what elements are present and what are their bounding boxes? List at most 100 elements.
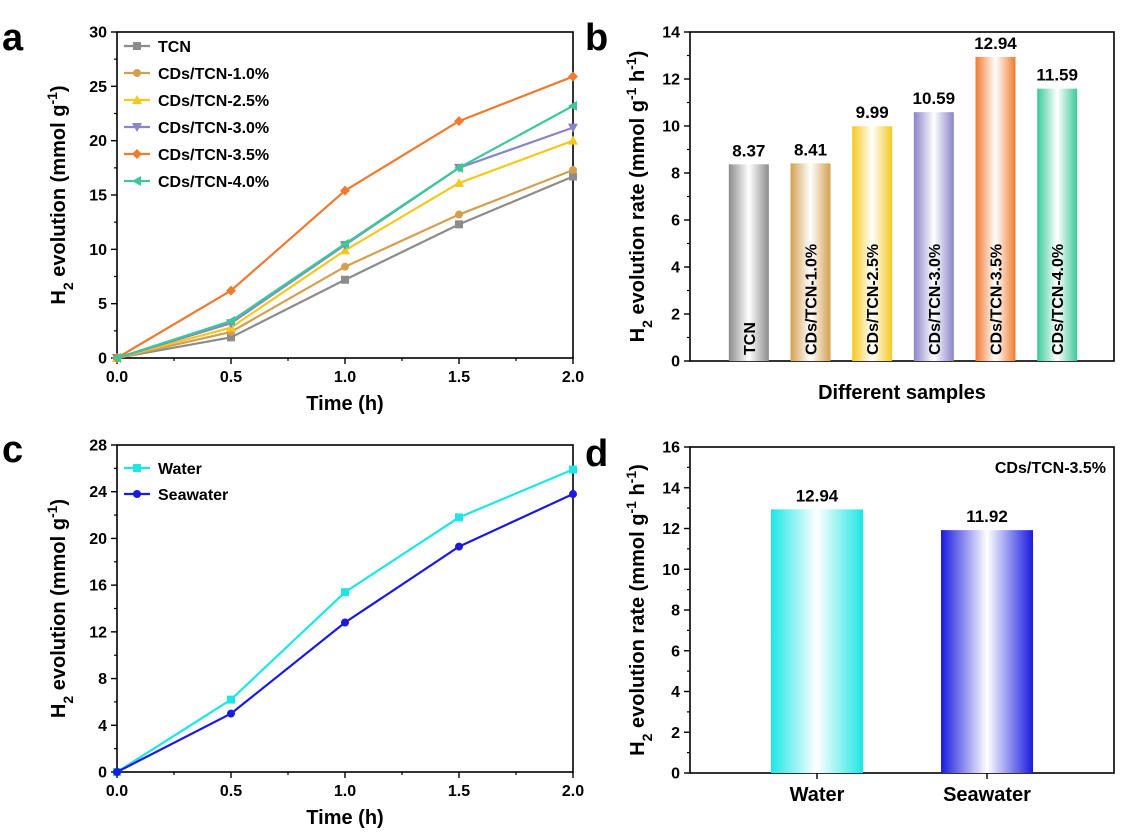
bar-category-label: TCN — [742, 322, 759, 355]
y-tick-label: 12 — [89, 624, 107, 641]
bar-category-label: CDs/TCN-3.0% — [927, 244, 944, 355]
y-tick-label: 4 — [671, 260, 680, 277]
data-point — [341, 588, 349, 597]
panel-letter-c: c — [2, 429, 23, 471]
legend-label: CDs/TCN-1.0% — [158, 66, 269, 83]
bar — [941, 530, 1033, 773]
bar-value-label: 11.92 — [966, 507, 1008, 526]
y-tick-label: 14 — [662, 480, 680, 497]
bar — [728, 164, 769, 361]
y-axis-title: H2 evolution (mmol g-1) — [44, 499, 76, 718]
y-tick-label: 2 — [671, 307, 680, 324]
y-tick-label: 10 — [89, 242, 107, 259]
plot-frame — [689, 446, 1115, 774]
y-tick-label: 12 — [662, 72, 680, 89]
data-point — [341, 275, 349, 284]
data-point — [113, 768, 121, 776]
legend-label: CDs/TCN-2.5% — [158, 93, 269, 110]
plot-frame — [689, 31, 1115, 362]
y-tick-label: 4 — [671, 684, 680, 701]
x-axis-title: Different samples — [818, 382, 986, 404]
y-tick-label: 16 — [662, 440, 680, 457]
x-tick-label: 2.0 — [562, 783, 584, 800]
chart-panel-a: 0 5 10 15 20 25 30 0.0 0.5 1.0 1.5 2.0 TCN CDs/TCN-1.… — [44, 25, 584, 416]
bar-value-label: 10.59 — [913, 89, 956, 108]
data-point — [455, 542, 463, 551]
legend-label: CDs/TCN-3.5% — [158, 147, 269, 164]
y-tick-label: 5 — [98, 296, 107, 313]
y-tick-label: 6 — [671, 643, 680, 660]
x-tick-label: 0.0 — [106, 783, 128, 800]
x-axis-title: Time (h) — [306, 807, 383, 829]
bar-value-label: 8.41 — [794, 140, 827, 159]
bar-value-label: 12.94 — [974, 34, 1017, 53]
panel-letter-b: b — [585, 17, 608, 59]
y-tick-label: 15 — [89, 188, 107, 205]
data-point — [454, 116, 464, 127]
y-tick-label: 4 — [98, 718, 107, 735]
legend-label: CDs/TCN-4.0% — [158, 174, 269, 191]
x-tick-label: 0.5 — [220, 369, 242, 386]
y-tick-label: 30 — [89, 25, 107, 42]
y-tick-label: 14 — [662, 25, 680, 42]
data-point — [226, 316, 235, 327]
data-point — [112, 353, 121, 363]
data-point — [340, 238, 349, 249]
y-tick-label: 20 — [89, 531, 107, 548]
chart-panel-c: 0 4 8 12 16 20 24 28 0.0 0.5 1.0 1.5 2.0 Water Seawate… — [44, 438, 584, 830]
data-point — [341, 262, 349, 271]
x-tick-label: 1.0 — [334, 369, 356, 386]
y-axis-title: H2 evolution (mmol g-1) — [44, 85, 76, 304]
legend-marker — [132, 95, 142, 104]
bar — [1037, 88, 1078, 361]
data-point — [455, 210, 463, 219]
bar-value-label: 12.94 — [796, 486, 839, 505]
data-point — [227, 709, 235, 718]
x-tick-label: 2.0 — [562, 369, 584, 386]
y-tick-label: 2 — [671, 725, 680, 742]
y-tick-label: 8 — [671, 603, 680, 620]
series-line-1 — [116, 493, 574, 773]
data-point — [341, 618, 349, 627]
bar-category-label: CDs/TCN-2.5% — [865, 244, 882, 355]
legend-label: CDs/TCN-3.0% — [158, 120, 269, 137]
data-point — [454, 178, 464, 188]
x-tick-label: 0.0 — [106, 369, 128, 386]
data-point — [569, 465, 577, 474]
bar-category-label: CDs/TCN-1.0% — [804, 244, 821, 355]
bar-value-label: 9.99 — [856, 103, 889, 122]
y-tick-label: 10 — [662, 562, 680, 579]
y-tick-label: 0 — [671, 354, 680, 371]
y-tick-label: 10 — [662, 119, 680, 136]
y-tick-label: 20 — [89, 133, 107, 150]
y-tick-label: 0 — [98, 765, 107, 782]
data-point — [569, 172, 577, 181]
bar-category-label: CDs/TCN-3.5% — [989, 244, 1006, 355]
series-line-5 — [116, 104, 574, 360]
y-tick-label: 0 — [98, 351, 107, 368]
x-tick-label: Seawater — [943, 784, 1031, 806]
data-point — [568, 123, 578, 133]
legend-marker — [133, 42, 141, 50]
y-tick-label: 8 — [98, 671, 107, 688]
legend-marker — [132, 149, 142, 159]
y-axis-title: H2 evolution rate (mmol g-1 h-1) — [623, 464, 655, 756]
y-tick-label: 25 — [89, 79, 107, 96]
bar — [975, 56, 1016, 361]
panel-letter-d: d — [585, 433, 608, 475]
x-tick-label: 0.5 — [220, 783, 242, 800]
legend-marker — [133, 464, 141, 472]
data-point — [569, 166, 577, 175]
data-point — [568, 135, 578, 145]
y-tick-label: 24 — [89, 484, 107, 501]
legend-label: Water — [158, 461, 202, 478]
data-point — [455, 513, 463, 522]
y-axis-title: H2 evolution rate (mmol g-1 h-1) — [623, 51, 655, 343]
x-tick-label: 1.5 — [448, 369, 470, 386]
y-tick-label: 6 — [671, 213, 680, 230]
data-point — [454, 162, 463, 173]
chart-panel-b: 0 2 4 6 8 10 12 14 8.37 TCN 8.41 CDs/TCN-1.0% 9.99 CD… — [623, 25, 1115, 404]
x-tick-label: Water — [790, 784, 845, 806]
bar — [771, 509, 863, 773]
